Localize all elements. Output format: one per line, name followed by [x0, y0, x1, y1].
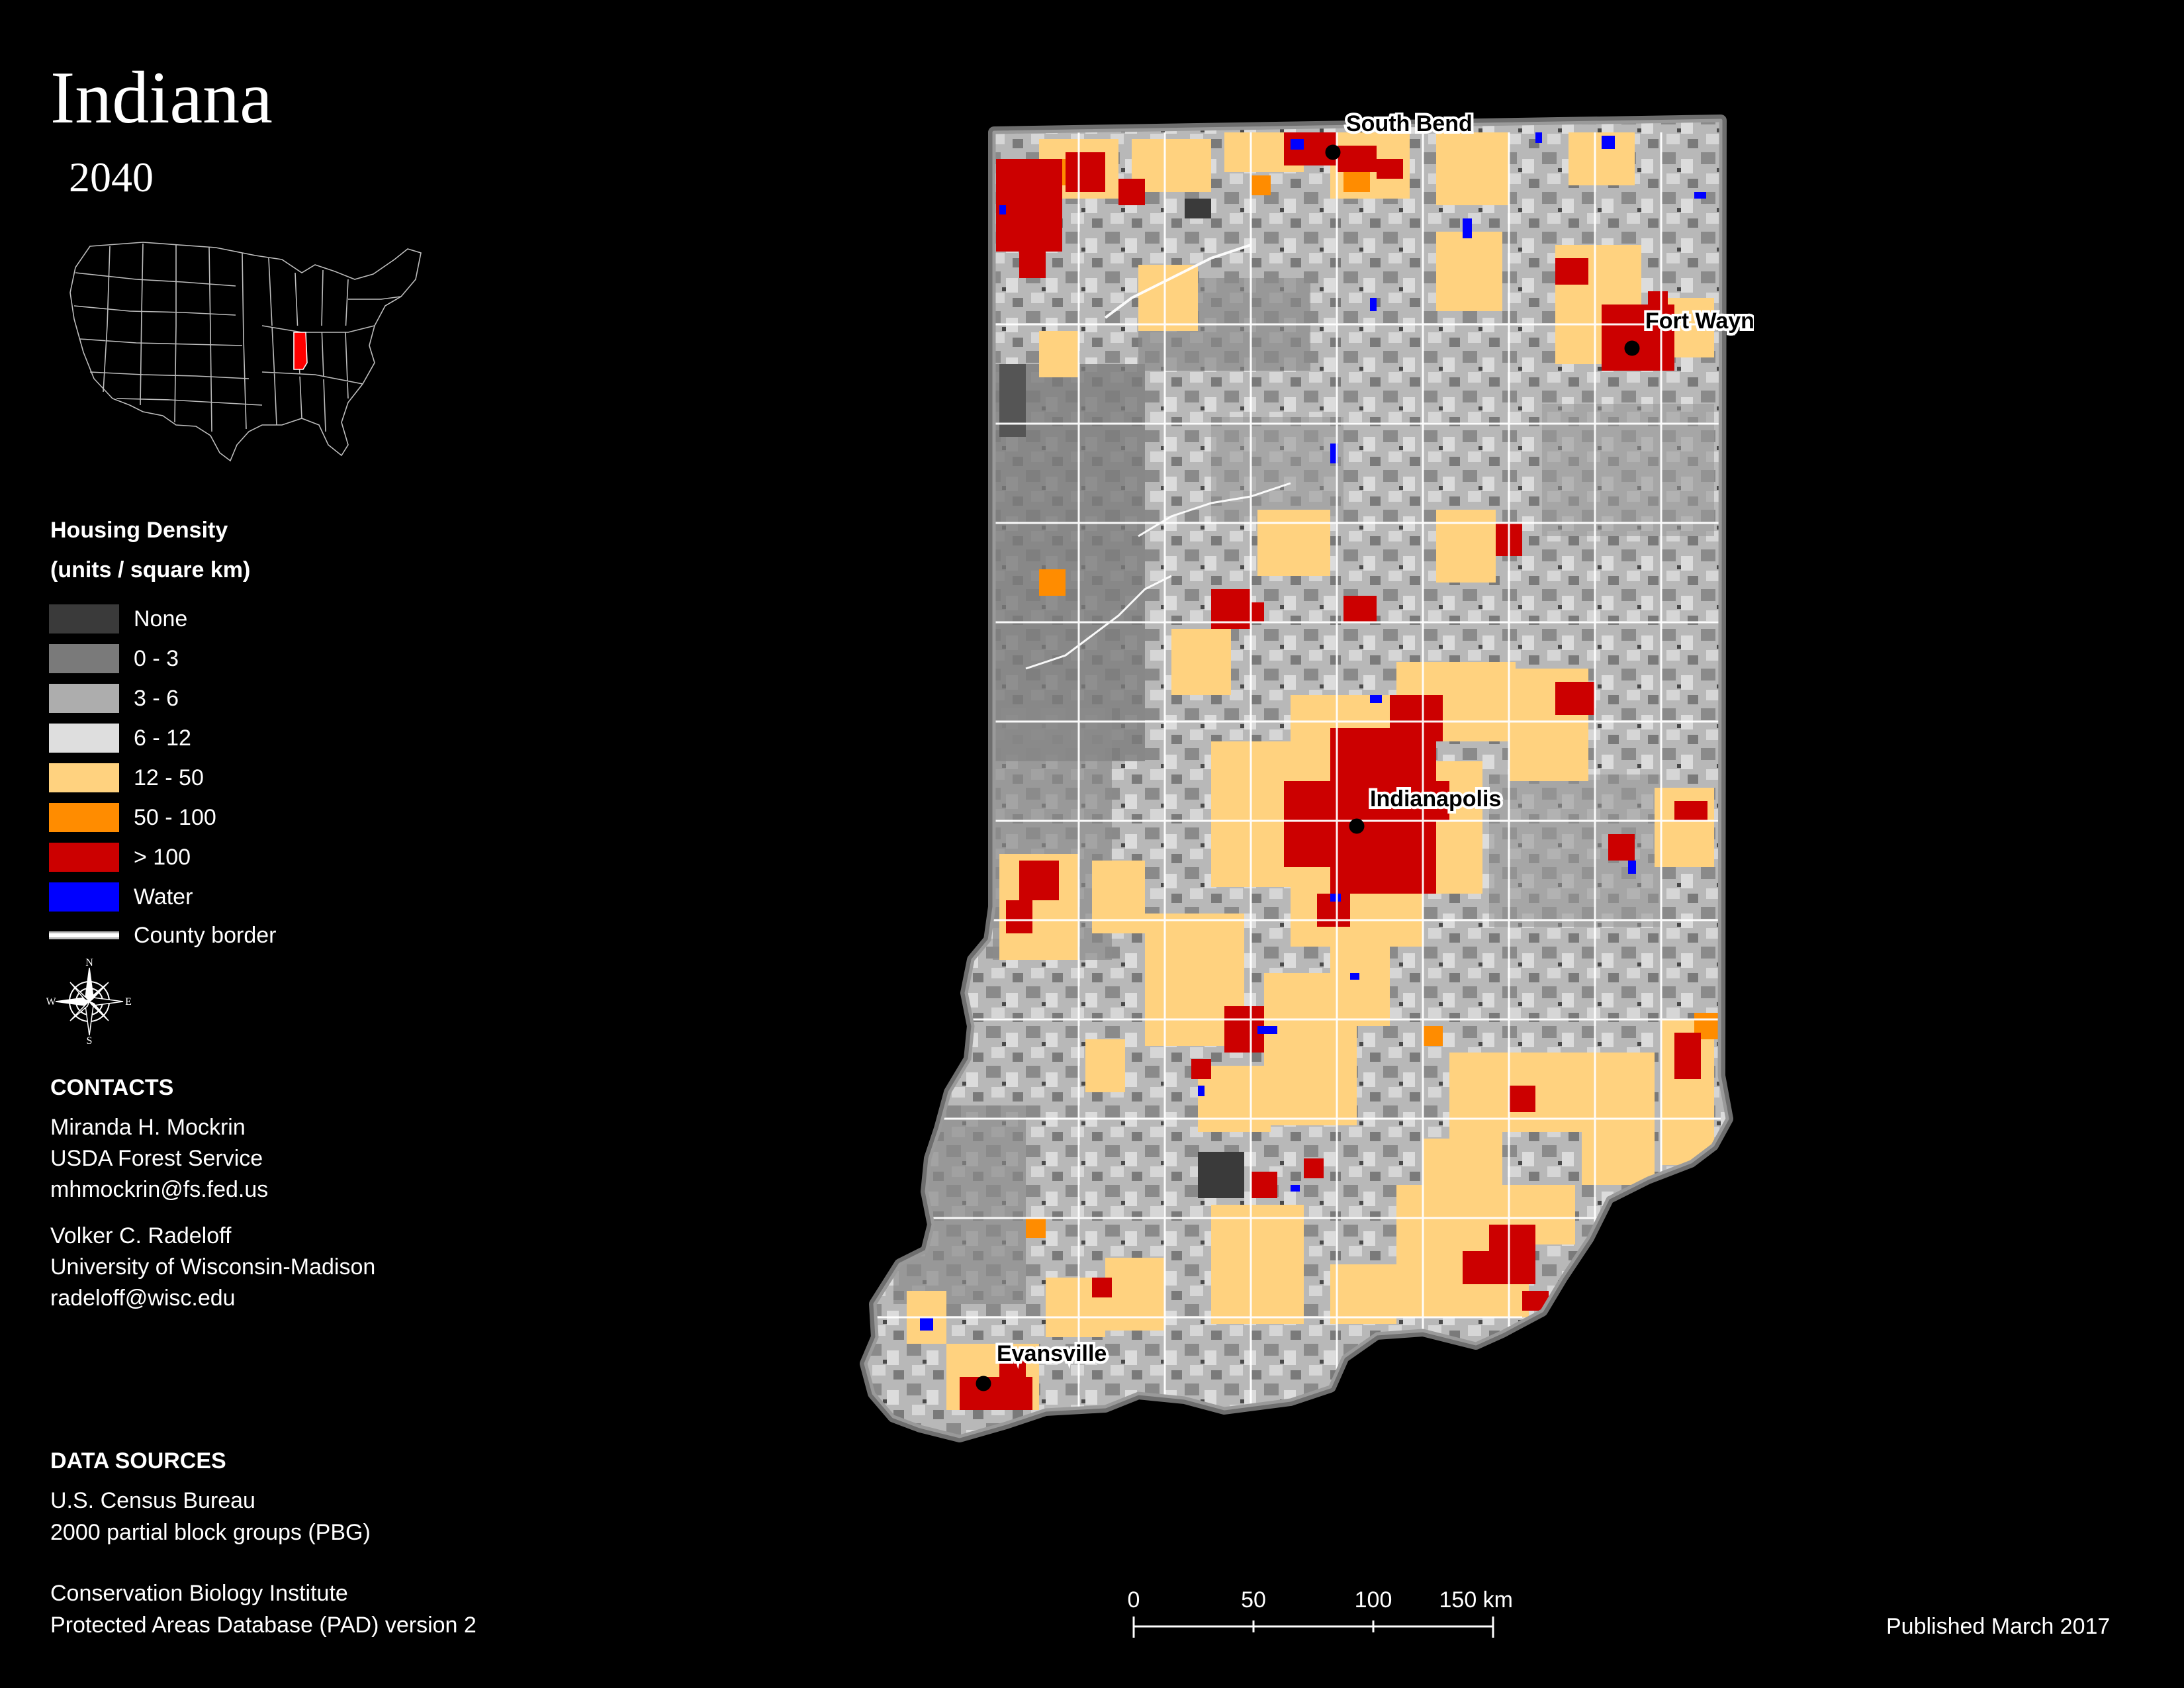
legend-swatch	[49, 724, 119, 753]
contact-email: radeloff@wisc.edu	[50, 1286, 236, 1311]
map-year: 2040	[69, 154, 154, 201]
map-title: Indiana	[50, 57, 273, 139]
legend-label: None	[134, 606, 188, 632]
us-outline	[69, 242, 422, 462]
legend-item-3-6: 3 - 6	[49, 683, 179, 714]
legend-item-county-border: County border	[49, 920, 276, 951]
contact-name: Miranda H. Mockrin	[50, 1115, 246, 1140]
city-label-evansville: Evansville	[997, 1341, 1107, 1366]
indiana-highlight	[293, 332, 308, 370]
legend-label: 3 - 6	[134, 686, 179, 711]
compass-w: W	[46, 996, 56, 1008]
legend-item-over-100: > 100	[49, 842, 191, 872]
legend-label: County border	[134, 923, 277, 948]
compass-e: E	[125, 996, 132, 1008]
legend-swatch	[49, 882, 119, 912]
legend-item-12-50: 12 - 50	[49, 763, 204, 793]
city-marker-fort-wayne	[1624, 340, 1640, 356]
city-label-indianapolis: Indianapolis	[1370, 786, 1501, 812]
city-label-fort-wayne: Fort Wayne	[1645, 308, 1754, 334]
scale-bar: 0 50 100 150 km	[1128, 1587, 1514, 1638]
contact-org: University of Wisconsin-Madison	[50, 1254, 376, 1280]
data-source-line: U.S. Census Bureau	[50, 1488, 255, 1513]
legend-label: 0 - 3	[134, 646, 179, 671]
city-marker-south-bend	[1325, 144, 1341, 160]
legend-label: > 100	[134, 845, 191, 870]
contact-org: USDA Forest Service	[50, 1146, 263, 1171]
compass-s: S	[87, 1035, 93, 1045]
legend-swatch	[49, 843, 119, 872]
data-source-line: Conservation Biology Institute	[50, 1581, 348, 1606]
legend-subtitle: (units / square km)	[50, 557, 251, 583]
legend-swatch	[49, 684, 119, 713]
legend-swatch	[49, 803, 119, 832]
legend-swatch	[49, 644, 119, 673]
legend-swatch	[49, 763, 119, 792]
scale-tick-label: 0	[1128, 1587, 1140, 1613]
scale-tick-label: 50	[1241, 1587, 1266, 1613]
legend-label: 12 - 50	[134, 765, 204, 790]
indiana-housing-density-map: South Bend Fort Wayne Indianapolis Evans…	[860, 113, 1754, 1442]
compass-n: N	[85, 959, 93, 968]
city-label-south-bend: South Bend	[1346, 113, 1473, 136]
legend-label: Water	[134, 884, 193, 910]
scale-tick-label: 100	[1355, 1587, 1392, 1613]
contact-name: Volker C. Radeloff	[50, 1223, 232, 1248]
legend-label: 50 - 100	[134, 805, 216, 830]
data-sources-heading: DATA SOURCES	[50, 1448, 226, 1474]
contacts-heading: CONTACTS	[50, 1075, 174, 1100]
legend-item-none: None	[49, 604, 187, 634]
legend-border-swatch	[49, 931, 119, 939]
legend-item-0-3: 0 - 3	[49, 643, 179, 674]
city-marker-indianapolis	[1349, 818, 1365, 834]
compass-rose-icon: N S E W	[46, 959, 132, 1045]
published-date: Published March 2017	[1886, 1614, 2111, 1639]
data-source-line: 2000 partial block groups (PBG)	[50, 1520, 371, 1545]
legend-item-water: Water	[49, 882, 193, 912]
legend-label: 6 - 12	[134, 726, 191, 751]
legend-item-6-12: 6 - 12	[49, 723, 191, 753]
us-inset-map	[69, 242, 422, 462]
scale-tick-label: 150 km	[1439, 1587, 1514, 1613]
legend-item-50-100: 50 - 100	[49, 802, 216, 833]
legend-title: Housing Density	[50, 518, 228, 543]
city-marker-evansville	[976, 1376, 991, 1391]
data-source-line: Protected Areas Database (PAD) version 2	[50, 1613, 477, 1638]
contact-email: mhmockrin@fs.fed.us	[50, 1177, 269, 1202]
legend-swatch	[49, 604, 119, 633]
